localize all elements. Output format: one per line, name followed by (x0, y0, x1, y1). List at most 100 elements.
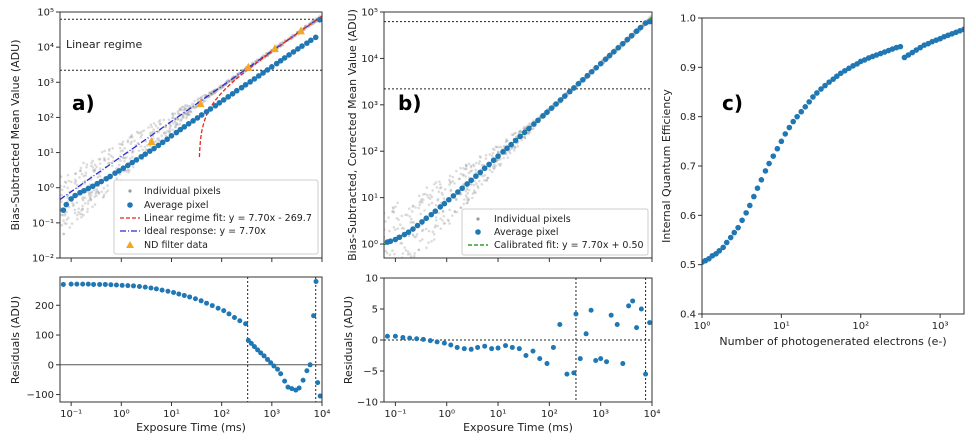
individual-pixel-point (226, 79, 230, 83)
individual-pixel-point (387, 216, 390, 219)
individual-pixel-point (111, 147, 114, 150)
individual-pixel-point (80, 209, 83, 212)
individual-pixel-point (168, 127, 172, 131)
individual-pixel-point (472, 189, 476, 192)
individual-pixel-point (218, 84, 222, 88)
individual-pixel-point (477, 179, 481, 183)
individual-pixel-point (388, 229, 391, 233)
individual-pixel-point (439, 217, 442, 221)
individual-pixel-point (185, 114, 189, 118)
individual-pixel-point (139, 145, 143, 148)
individual-pixel-point (189, 110, 193, 114)
y-axis-label: Bias-Subtracted Mean Value (ADU) (9, 40, 22, 231)
average-pixel-point (588, 68, 595, 75)
iqe-point (837, 70, 844, 77)
individual-pixel-point (164, 125, 168, 129)
individual-pixel-point (89, 193, 93, 197)
individual-pixel-point (73, 208, 77, 212)
average-pixel-point (628, 32, 635, 39)
average-pixel-point (553, 101, 559, 107)
iqe-point (814, 90, 820, 96)
x-tick-label: 10⁰ (694, 321, 711, 332)
residual-point (475, 344, 481, 350)
y-tick-label: 10⁴ (37, 43, 54, 54)
residual-point (315, 380, 321, 386)
individual-pixel-point (98, 167, 102, 170)
individual-pixel-point (490, 170, 494, 174)
individual-pixel-point (417, 248, 421, 252)
individual-pixel-point (442, 222, 446, 225)
individual-pixel-point (87, 194, 91, 197)
individual-pixel-point (103, 158, 106, 161)
y-tick-label: 0 (372, 336, 378, 347)
individual-pixel-point (464, 194, 468, 197)
y-tick-label: 10¹ (361, 193, 378, 204)
iqe-point (794, 113, 800, 120)
average-pixel-point (98, 178, 105, 185)
individual-pixel-point (81, 198, 85, 202)
individual-pixel-point (91, 159, 94, 163)
y-tick-label: 10⁰ (361, 240, 378, 251)
y-tick-label: 10² (37, 113, 54, 124)
residual-point (221, 308, 227, 314)
individual-pixel-point (102, 186, 106, 190)
individual-pixel-point (395, 216, 399, 220)
individual-pixel-point (127, 170, 130, 174)
average-pixel-point (624, 36, 631, 43)
individual-pixel-point (73, 178, 77, 182)
individual-pixel-point (432, 238, 436, 241)
average-pixel-point (490, 157, 497, 164)
individual-pixel-point (400, 214, 404, 218)
individual-pixel-point (408, 215, 412, 218)
individual-pixel-point (518, 129, 522, 133)
residual-point (598, 356, 604, 362)
individual-pixel-point (474, 191, 477, 195)
individual-pixel-point (427, 229, 431, 233)
individual-pixel-point (479, 156, 482, 159)
panel-a-bottom-chart: 10⁻¹ 10⁰ 10¹ 10² 10³ 10⁴ −100 0 100 200 Exposure … (9, 276, 330, 434)
individual-pixel-point (504, 140, 508, 144)
average-pixel-point (562, 93, 568, 99)
residual-point (634, 325, 640, 331)
iqe-point (897, 43, 904, 50)
individual-pixel-point (407, 234, 411, 237)
individual-pixel-point (144, 140, 148, 143)
y-tick-label: 10² (361, 147, 378, 158)
individual-pixel-point (84, 171, 88, 174)
individual-pixel-point (459, 192, 463, 196)
individual-pixel-point (499, 162, 503, 166)
individual-pixel-point (432, 232, 436, 236)
individual-pixel-point (212, 92, 215, 95)
individual-pixel-point (60, 223, 64, 227)
individual-pixel-point (420, 238, 424, 241)
individual-pixel-point (74, 172, 77, 176)
individual-pixel-point (115, 177, 119, 180)
individual-pixel-point (510, 147, 514, 150)
individual-pixel-point (73, 181, 77, 185)
individual-pixel-point (492, 164, 495, 168)
individual-pixel-point (112, 160, 115, 163)
residual-point (60, 281, 66, 287)
individual-pixel-point (463, 198, 466, 201)
y-tick-label: 10³ (361, 100, 378, 111)
individual-pixel-point (157, 139, 161, 142)
individual-pixel-point (413, 254, 416, 258)
individual-pixel-point (169, 124, 173, 128)
individual-pixel-point (475, 182, 478, 186)
individual-pixel-point (186, 111, 190, 115)
average-pixel-point (198, 112, 205, 118)
average-pixel-point (129, 159, 136, 166)
individual-pixel-point (450, 214, 454, 217)
individual-pixel-point (79, 169, 82, 172)
individual-pixel-point (411, 205, 415, 208)
residual-point (304, 368, 310, 374)
individual-pixel-point (424, 227, 428, 231)
residual-point (461, 346, 467, 352)
individual-pixel-point (514, 131, 517, 135)
residual-point (192, 296, 198, 302)
individual-pixel-point (92, 188, 96, 192)
legend-marker-average (127, 202, 133, 208)
individual-pixel-point (183, 108, 186, 111)
individual-pixel-point (528, 123, 531, 127)
individual-pixel-point (108, 161, 111, 165)
